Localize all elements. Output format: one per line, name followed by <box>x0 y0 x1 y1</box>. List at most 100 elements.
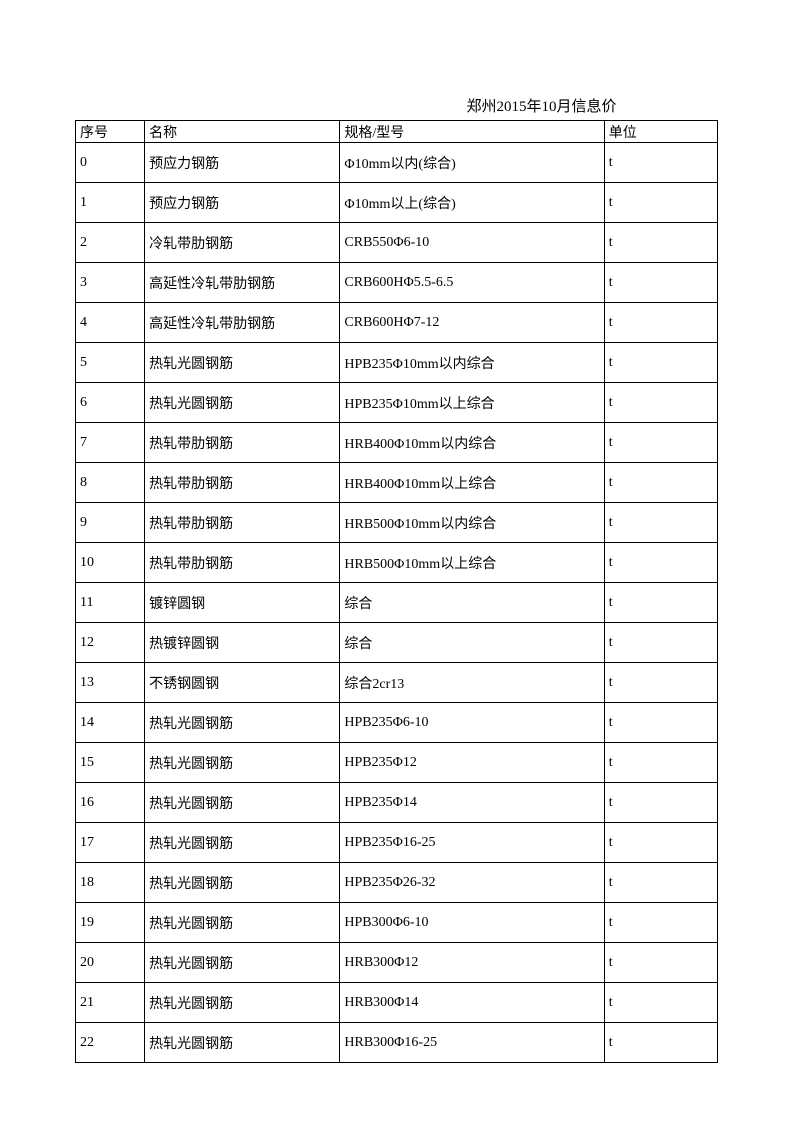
cell-spec: HPB235Φ16-25 <box>340 823 604 863</box>
cell-spec: HRB500Φ10mm以内综合 <box>340 503 604 543</box>
cell-unit: t <box>604 343 717 383</box>
header-name: 名称 <box>145 121 340 143</box>
cell-name: 热轧光圆钢筋 <box>145 703 340 743</box>
cell-seq: 8 <box>76 463 145 503</box>
cell-seq: 13 <box>76 663 145 703</box>
table-row: 17热轧光圆钢筋HPB235Φ16-25t <box>76 823 718 863</box>
cell-seq: 11 <box>76 583 145 623</box>
header-unit: 单位 <box>604 121 717 143</box>
table-row: 22热轧光圆钢筋HRB300Φ16-25t <box>76 1023 718 1063</box>
cell-seq: 17 <box>76 823 145 863</box>
cell-spec: HRB300Φ12 <box>340 943 604 983</box>
cell-seq: 20 <box>76 943 145 983</box>
cell-name: 热镀锌圆钢 <box>145 623 340 663</box>
table-row: 5热轧光圆钢筋HPB235Φ10mm以内综合t <box>76 343 718 383</box>
table-row: 6热轧光圆钢筋HPB235Φ10mm以上综合t <box>76 383 718 423</box>
cell-unit: t <box>604 423 717 463</box>
cell-seq: 18 <box>76 863 145 903</box>
page-container: 郑州2015年10月信息价 序号 名称 规格/型号 单位 0预应力钢筋Φ10mm… <box>0 0 793 1123</box>
cell-spec: HPB235Φ10mm以内综合 <box>340 343 604 383</box>
data-table: 序号 名称 规格/型号 单位 0预应力钢筋Φ10mm以内(综合)t 1预应力钢筋… <box>75 120 718 1063</box>
cell-unit: t <box>604 543 717 583</box>
cell-unit: t <box>604 503 717 543</box>
cell-name: 镀锌圆钢 <box>145 583 340 623</box>
cell-name: 不锈钢圆钢 <box>145 663 340 703</box>
cell-name: 高延性冷轧带肋钢筋 <box>145 263 340 303</box>
cell-seq: 15 <box>76 743 145 783</box>
cell-seq: 1 <box>76 183 145 223</box>
cell-unit: t <box>604 463 717 503</box>
cell-spec: 综合2cr13 <box>340 663 604 703</box>
table-row: 12热镀锌圆钢综合t <box>76 623 718 663</box>
cell-name: 热轧光圆钢筋 <box>145 863 340 903</box>
cell-seq: 10 <box>76 543 145 583</box>
cell-name: 热轧光圆钢筋 <box>145 983 340 1023</box>
cell-seq: 4 <box>76 303 145 343</box>
cell-unit: t <box>604 943 717 983</box>
table-row: 0预应力钢筋Φ10mm以内(综合)t <box>76 143 718 183</box>
cell-spec: 综合 <box>340 623 604 663</box>
cell-unit: t <box>604 383 717 423</box>
cell-spec: HRB400Φ10mm以内综合 <box>340 423 604 463</box>
page-title: 郑州2015年10月信息价 <box>75 95 718 116</box>
cell-name: 热轧光圆钢筋 <box>145 823 340 863</box>
cell-seq: 7 <box>76 423 145 463</box>
table-row: 1预应力钢筋Φ10mm以上(综合)t <box>76 183 718 223</box>
table-row: 21热轧光圆钢筋HRB300Φ14t <box>76 983 718 1023</box>
cell-unit: t <box>604 783 717 823</box>
cell-seq: 5 <box>76 343 145 383</box>
table-row: 7热轧带肋钢筋HRB400Φ10mm以内综合t <box>76 423 718 463</box>
table-row: 14热轧光圆钢筋HPB235Φ6-10t <box>76 703 718 743</box>
cell-seq: 12 <box>76 623 145 663</box>
cell-unit: t <box>604 823 717 863</box>
cell-seq: 0 <box>76 143 145 183</box>
cell-seq: 16 <box>76 783 145 823</box>
cell-name: 热轧光圆钢筋 <box>145 903 340 943</box>
table-row: 15热轧光圆钢筋HPB235Φ12t <box>76 743 718 783</box>
cell-name: 冷轧带肋钢筋 <box>145 223 340 263</box>
header-seq: 序号 <box>76 121 145 143</box>
cell-spec: HPB235Φ26-32 <box>340 863 604 903</box>
table-row: 11镀锌圆钢综合t <box>76 583 718 623</box>
table-row: 16热轧光圆钢筋HPB235Φ14t <box>76 783 718 823</box>
cell-unit: t <box>604 983 717 1023</box>
cell-unit: t <box>604 663 717 703</box>
cell-spec: CRB600HΦ5.5-6.5 <box>340 263 604 303</box>
cell-unit: t <box>604 223 717 263</box>
cell-unit: t <box>604 863 717 903</box>
cell-name: 预应力钢筋 <box>145 143 340 183</box>
cell-spec: Φ10mm以上(综合) <box>340 183 604 223</box>
cell-unit: t <box>604 143 717 183</box>
cell-name: 热轧光圆钢筋 <box>145 343 340 383</box>
cell-seq: 14 <box>76 703 145 743</box>
cell-unit: t <box>604 903 717 943</box>
cell-unit: t <box>604 183 717 223</box>
cell-name: 热轧光圆钢筋 <box>145 943 340 983</box>
cell-name: 热轧光圆钢筋 <box>145 743 340 783</box>
cell-spec: HRB300Φ14 <box>340 983 604 1023</box>
table-row: 3高延性冷轧带肋钢筋CRB600HΦ5.5-6.5t <box>76 263 718 303</box>
cell-spec: CRB550Φ6-10 <box>340 223 604 263</box>
cell-spec: HPB235Φ12 <box>340 743 604 783</box>
cell-spec: HRB500Φ10mm以上综合 <box>340 543 604 583</box>
cell-name: 热轧光圆钢筋 <box>145 783 340 823</box>
table-row: 18热轧光圆钢筋HPB235Φ26-32t <box>76 863 718 903</box>
cell-spec: HRB300Φ16-25 <box>340 1023 604 1063</box>
header-spec: 规格/型号 <box>340 121 604 143</box>
cell-name: 高延性冷轧带肋钢筋 <box>145 303 340 343</box>
cell-spec: CRB600HΦ7-12 <box>340 303 604 343</box>
cell-seq: 6 <box>76 383 145 423</box>
cell-name: 热轧带肋钢筋 <box>145 423 340 463</box>
cell-spec: HPB235Φ10mm以上综合 <box>340 383 604 423</box>
table-body: 0预应力钢筋Φ10mm以内(综合)t 1预应力钢筋Φ10mm以上(综合)t 2冷… <box>76 143 718 1063</box>
cell-seq: 9 <box>76 503 145 543</box>
cell-spec: HRB400Φ10mm以上综合 <box>340 463 604 503</box>
table-row: 10热轧带肋钢筋HRB500Φ10mm以上综合t <box>76 543 718 583</box>
table-row: 4高延性冷轧带肋钢筋CRB600HΦ7-12t <box>76 303 718 343</box>
table-row: 19热轧光圆钢筋HPB300Φ6-10t <box>76 903 718 943</box>
cell-unit: t <box>604 303 717 343</box>
cell-unit: t <box>604 623 717 663</box>
table-row: 8热轧带肋钢筋HRB400Φ10mm以上综合t <box>76 463 718 503</box>
cell-spec: HPB300Φ6-10 <box>340 903 604 943</box>
cell-name: 热轧光圆钢筋 <box>145 1023 340 1063</box>
